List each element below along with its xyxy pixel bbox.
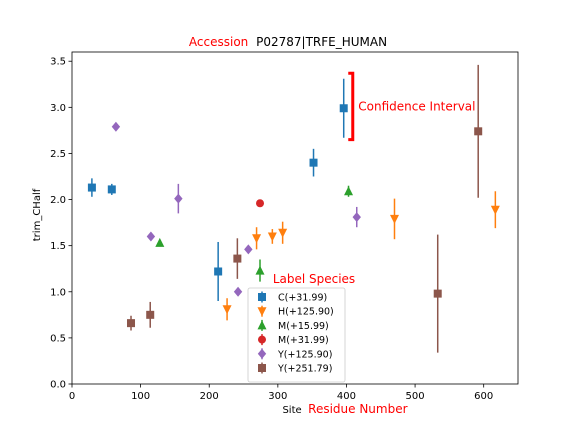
chart-title-prefix: Accession: [189, 35, 248, 49]
chart-title-text: P02787|TRFE_HUMAN: [256, 35, 387, 49]
legend-label-3: M(+31.99): [278, 335, 329, 346]
data-point-5-4: [474, 127, 483, 136]
data-point-4-3: [233, 286, 243, 297]
legend-marker-1: [257, 307, 267, 317]
data-point-4-4: [244, 244, 253, 255]
x-axis-label: Site: [282, 405, 301, 416]
data-point-2-1: [255, 265, 265, 275]
legend-title: Label Species: [273, 272, 355, 286]
x-tick-label-6: 600: [474, 391, 493, 402]
data-point-2-2: [344, 186, 354, 196]
y-tick-label-6: 3.0: [50, 103, 66, 114]
data-point-5-1: [146, 310, 155, 319]
y-tick-label-2: 1.0: [50, 287, 66, 298]
x-tick-label-3: 300: [268, 391, 287, 402]
y-tick-label-5: 2.5: [50, 149, 66, 160]
data-point-4-0: [111, 121, 121, 132]
x-axis-annotation: Residue Number: [308, 402, 407, 416]
data-point-0-1: [107, 185, 116, 194]
data-point-0-0: [87, 183, 96, 192]
data-point-1-5: [490, 205, 500, 215]
data-point-3-0: [256, 199, 265, 208]
legend-marker-4: [257, 348, 267, 359]
data-point-1-2: [267, 232, 277, 242]
data-point-1-4: [389, 214, 399, 224]
data-point-2-0: [155, 237, 165, 247]
plot-area: 0 100 200 300 400 500 600 0.0 0.5 1.0 1.5 2.0 2.5 3.0…: [50, 51, 519, 402]
data-point-0-3: [309, 158, 318, 167]
data-point-4-1: [146, 231, 156, 242]
data-point-1-0: [222, 305, 232, 315]
legend-marker-2: [257, 320, 267, 330]
data-point-5-3: [433, 289, 442, 298]
legend-box: [247, 287, 346, 383]
x-tick-label-2: 200: [200, 391, 219, 402]
data-point-4-2: [174, 193, 183, 204]
x-tick-label-1: 100: [131, 391, 150, 402]
legend: Label Species C(+31.99) H(+125.90) M(+15.9…: [247, 272, 355, 383]
data-point-0-4: [339, 104, 348, 113]
y-tick-label-0: 0.0: [50, 380, 66, 391]
y-tick-label-1: 0.5: [50, 333, 66, 344]
y-tick-label-4: 2.0: [50, 195, 66, 206]
y-tick-label-3: 1.5: [50, 241, 66, 252]
data-point-5-0: [127, 319, 136, 328]
data-point-4-5: [352, 212, 361, 223]
confidence-interval-annotation: Confidence Interval: [348, 71, 476, 142]
y-tick-label-7: 3.5: [50, 57, 66, 68]
plot-frame: [71, 51, 519, 385]
data-point-1-1: [252, 234, 262, 244]
legend-label-2: M(+15.99): [278, 321, 329, 332]
x-tick-label-4: 400: [337, 391, 356, 402]
confidence-interval-bracket: [348, 71, 355, 142]
data-point-5-2: [233, 254, 242, 263]
x-axis-title: Site Residue Number: [282, 402, 407, 416]
legend-label-4: Y(+125.90): [277, 349, 332, 360]
legend-items: C(+31.99) H(+125.90) M(+15.99) M(+31.99) Y(+…: [257, 291, 334, 375]
y-axis-title: trim_CHalf: [32, 188, 43, 241]
legend-label-1: H(+125.90): [278, 307, 334, 318]
chart-title: Accession P02787|TRFE_HUMAN: [189, 35, 387, 49]
data-point-0-2: [214, 267, 223, 276]
legend-marker-3: [258, 335, 266, 344]
legend-marker-5: [258, 364, 266, 372]
data-point-1-3: [278, 228, 288, 238]
legend-label-5: Y(+251.79): [277, 364, 332, 375]
x-tick-label-5: 500: [406, 391, 425, 402]
confidence-interval-label: Confidence Interval: [358, 99, 475, 113]
legend-marker-0: [258, 293, 266, 301]
legend-label-0: C(+31.99): [278, 293, 327, 304]
x-tick-label-0: 0: [69, 391, 75, 402]
